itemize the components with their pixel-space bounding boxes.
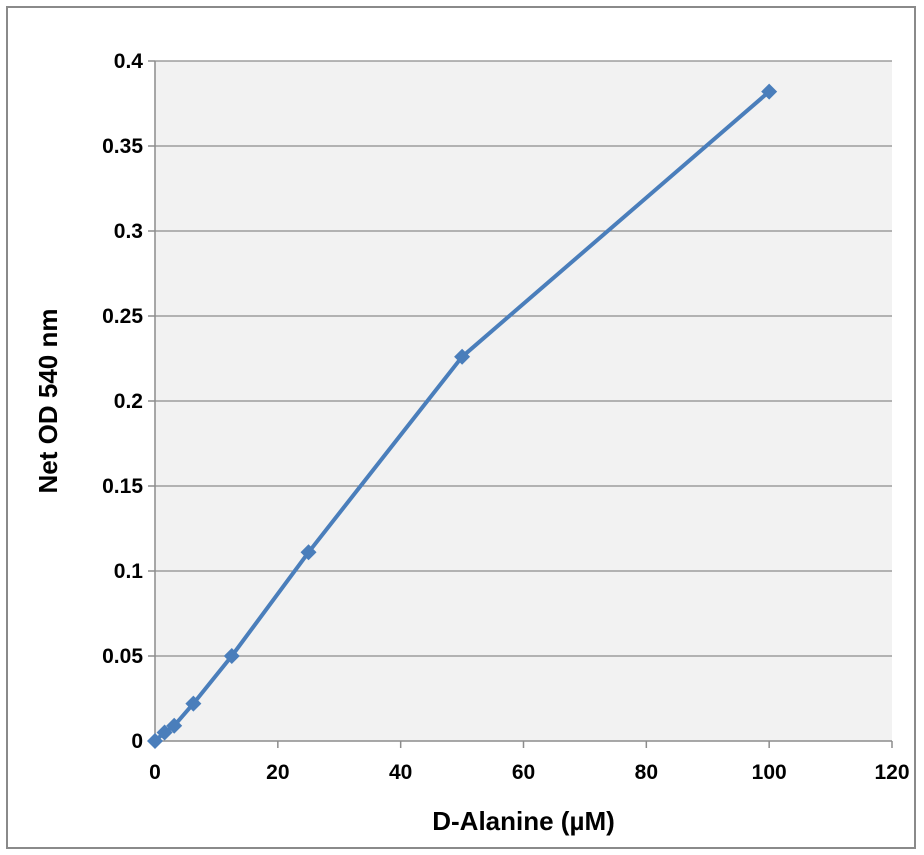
y-tick-label: 0.05 (102, 645, 143, 668)
data-point-marker (185, 695, 202, 712)
gridlines (155, 60, 892, 657)
tick-labels: 0 0.05 0.1 0.15 0.2 0.25 0.3 0.35 0.4 0 20 40 60 80 10… (102, 50, 909, 784)
y-tick-label: 0.2 (114, 390, 143, 413)
y-tick-label: 0.35 (102, 135, 143, 158)
x-tick-label: 80 (635, 761, 658, 784)
x-tick-label: 40 (389, 761, 412, 784)
data-point-marker (223, 648, 240, 664)
x-tick-label: 120 (874, 761, 909, 784)
y-tick-label: 0.25 (102, 305, 143, 328)
x-tick-label: 100 (752, 761, 787, 784)
data-point-marker (454, 348, 471, 365)
y-tick-label: 0 (131, 730, 143, 753)
series-layer (147, 83, 778, 749)
data-point-marker (166, 717, 183, 734)
data-point-marker (761, 83, 778, 100)
data-point-marker (156, 724, 173, 741)
y-tick-label: 0.15 (102, 475, 143, 498)
y-tick-label: 0.3 (114, 220, 143, 243)
data-point-marker (147, 733, 163, 749)
x-tick-label: 0 (149, 761, 161, 784)
y-tick-label: 0.1 (114, 560, 144, 583)
y-axis-title: Net OD 540 nm (33, 309, 63, 494)
x-axis-title: D-Alanine (µM) (432, 806, 615, 836)
data-point-marker (300, 544, 317, 561)
x-tick-label: 60 (512, 761, 535, 784)
x-tick-label: 20 (266, 761, 289, 784)
y-tick-label: 0.4 (114, 50, 144, 73)
